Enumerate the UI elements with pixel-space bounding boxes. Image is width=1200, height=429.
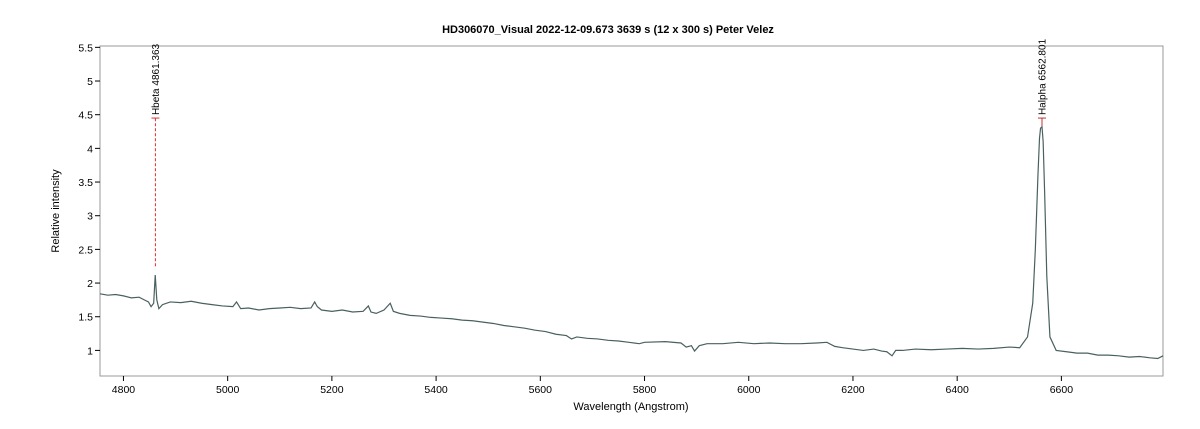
x-tick-label: 5800 bbox=[633, 384, 657, 396]
y-tick-label: 1.5 bbox=[78, 312, 93, 324]
y-tick-label: 5.5 bbox=[78, 42, 93, 54]
x-tick-label: 5400 bbox=[424, 384, 448, 396]
y-tick-label: 3 bbox=[87, 211, 93, 223]
x-tick-label: 6400 bbox=[945, 384, 969, 396]
y-tick-label: 1 bbox=[87, 345, 93, 357]
x-tick-label: 4800 bbox=[112, 384, 136, 396]
marker-label: Hbeta 4861.363 bbox=[151, 43, 162, 115]
x-axis: 4800 5000 5200 5400 5600 5800 6000 6200 6400 6600 bbox=[112, 376, 1073, 396]
x-tick-label: 6000 bbox=[737, 384, 761, 396]
marker-label: Halpha 6562.801 bbox=[1038, 38, 1049, 115]
x-tick-label: 5000 bbox=[216, 384, 240, 396]
y-tick-label: 4 bbox=[87, 143, 93, 155]
line-markers: Hbeta 4861.363 Halpha 6562.801 bbox=[151, 38, 1049, 267]
x-tick-label: 6200 bbox=[841, 384, 865, 396]
y-tick-label: 2.5 bbox=[78, 244, 93, 256]
spectrum-series-line bbox=[99, 125, 1164, 360]
x-tick-label: 5600 bbox=[529, 384, 553, 396]
x-axis-label: Wavelength (Angstrom) bbox=[573, 401, 688, 413]
y-axis: 1 1.5 2 2.5 3 3.5 4 4.5 5 5.5 bbox=[78, 42, 100, 357]
chart-title: HD306070_Visual 2022-12-09.673 3639 s (1… bbox=[442, 24, 774, 36]
y-tick-label: 4.5 bbox=[78, 110, 93, 122]
y-tick-label: 5 bbox=[87, 76, 93, 88]
plot-area bbox=[99, 45, 1164, 377]
y-axis-label: Relative intensity bbox=[50, 169, 62, 253]
x-tick-label: 5200 bbox=[320, 384, 344, 396]
y-tick-label: 3.5 bbox=[78, 177, 93, 189]
y-tick-label: 2 bbox=[87, 278, 93, 290]
x-tick-label: 6600 bbox=[1050, 384, 1074, 396]
